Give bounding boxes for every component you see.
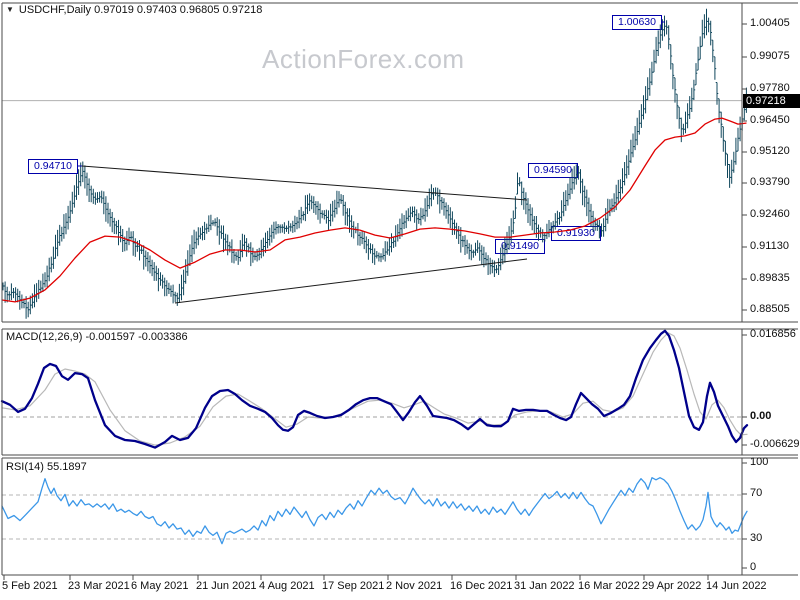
macd-signal-line [1,332,748,446]
price-level-label: 1.00630 [612,15,662,30]
rsi-line [1,477,748,545]
price-bars [1,8,748,319]
macd-line [0,329,749,449]
watermark: ActionForex.com [262,44,465,74]
price-level-label: 0.94590 [528,163,578,178]
trendline-2 [174,258,528,304]
ma-line [1,117,747,303]
trendline-1 [81,165,528,201]
